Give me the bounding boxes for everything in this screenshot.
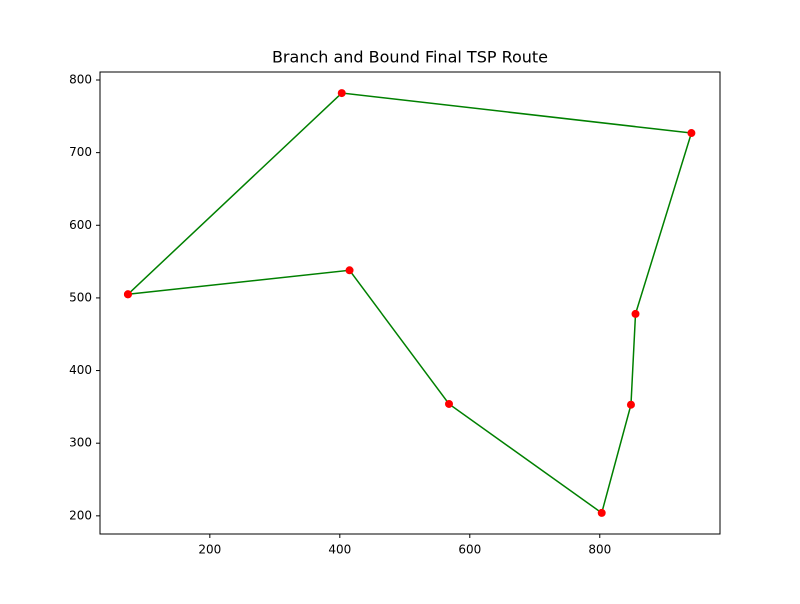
- x-tick-label: 400: [328, 543, 351, 557]
- y-tick-label: 400: [69, 363, 92, 377]
- city-point: [631, 309, 640, 318]
- y-tick-label: 600: [69, 218, 92, 232]
- y-tick-label: 800: [69, 72, 92, 86]
- city-point: [123, 290, 132, 299]
- y-tick-label: 300: [69, 436, 92, 450]
- x-tick-label: 600: [458, 543, 481, 557]
- x-tick-label: 200: [198, 543, 221, 557]
- city-point: [626, 400, 635, 409]
- plot-frame: [99, 71, 721, 535]
- city-point: [597, 508, 606, 517]
- y-tick-label: 500: [69, 290, 92, 304]
- y-tick-label: 200: [69, 508, 92, 522]
- city-point: [687, 129, 696, 138]
- y-tick-label: 700: [69, 145, 92, 159]
- city-point: [444, 399, 453, 408]
- city-point: [337, 89, 346, 98]
- x-tick-label: 800: [588, 543, 611, 557]
- chart-title: Branch and Bound Final TSP Route: [272, 48, 548, 67]
- city-point: [345, 266, 354, 275]
